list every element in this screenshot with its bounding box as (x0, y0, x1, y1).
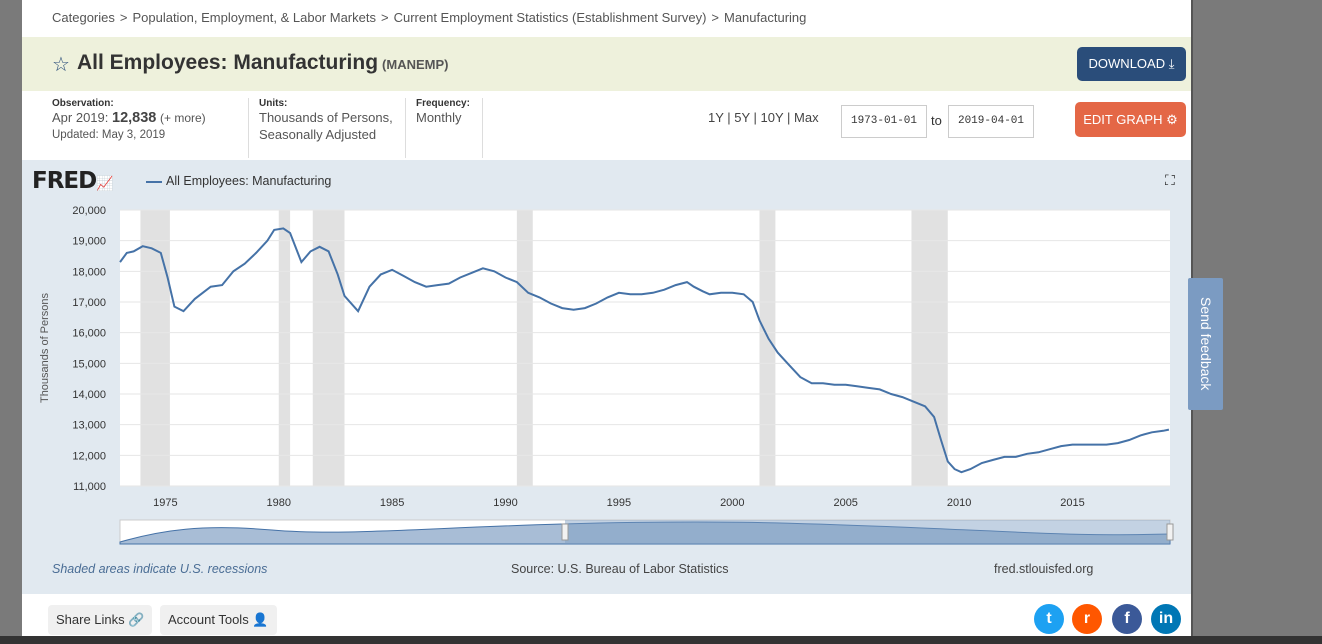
breadcrumb: Categories > Population, Employment, & Lab… (52, 10, 806, 25)
y-tick-label: 16,000 (72, 328, 106, 340)
x-tick-label: 1980 (267, 497, 291, 509)
plot-background (120, 210, 1170, 486)
x-tick-label: 2000 (720, 497, 744, 509)
observation-label: Observation: (52, 98, 114, 109)
breadcrumb-separator: > (119, 10, 128, 25)
breadcrumb-separator: > (711, 10, 719, 25)
main-card: Categories > Population, Employment, & Lab… (22, 0, 1191, 644)
account-tools-button[interactable]: Account Tools 👤 (160, 605, 277, 635)
title-bar: ☆ All Employees: Manufacturing (MANEMP) D… (22, 37, 1191, 91)
linkedin-icon[interactable]: in (1151, 604, 1181, 634)
edit-graph-label: EDIT GRAPH (1083, 112, 1163, 127)
fullscreen-icon[interactable]: ⛶ (1165, 172, 1175, 188)
breadcrumb-separator: > (380, 10, 389, 25)
frequency-label: Frequency: (416, 98, 470, 109)
units-block: Units: Thousands of Persons, Seasonally … (259, 98, 393, 143)
x-tick-label: 2010 (947, 497, 971, 509)
navigator-handle-left (561, 523, 569, 541)
series-code: (MANEMP) (382, 57, 449, 72)
y-tick-label: 20,000 (72, 205, 106, 217)
y-tick-label: 15,000 (72, 358, 106, 370)
chart-legend: All Employees: Manufacturing (146, 174, 331, 188)
observation-block: Observation: Apr 2019: 12,838 (+ more) U… (52, 98, 206, 141)
y-tick-label: 18,000 (72, 266, 106, 278)
x-tick-label: 1990 (493, 497, 517, 509)
fred-logo: FRED📈 (32, 168, 114, 194)
x-tick-label: 1985 (380, 497, 404, 509)
link-icon: 🔗 (128, 612, 145, 627)
share-links-label: Share Links (56, 612, 125, 627)
bottom-bar (0, 636, 1322, 644)
fred-logo-text: FRED (32, 168, 97, 194)
legend-label: All Employees: Manufacturing (166, 174, 332, 188)
units-line1: Thousands of Persons, (259, 110, 393, 125)
range-links[interactable]: 1Y | 5Y | 10Y | Max (708, 110, 819, 125)
x-tick-label: 1995 (607, 497, 631, 509)
download-label: DOWNLOAD (1088, 56, 1166, 71)
navigator-handle-right (1166, 523, 1174, 541)
frequency-value: Monthly (416, 110, 462, 125)
frequency-block: Frequency: Monthly (416, 98, 470, 126)
y-tick-label: 14,000 (72, 389, 106, 401)
more-link[interactable]: (+ more) (159, 111, 206, 125)
observation-period: Apr 2019: (52, 110, 109, 125)
x-tick-label: 1975 (153, 497, 177, 509)
star-icon[interactable]: ☆ (52, 54, 70, 76)
facebook-icon[interactable]: f (1112, 604, 1142, 634)
page-title: All Employees: Manufacturing (MANEMP) (77, 51, 448, 75)
legend-swatch (146, 180, 162, 183)
breadcrumb-item-ces[interactable]: Current Employment Statistics (Establish… (393, 10, 707, 25)
recession-band (516, 210, 533, 486)
y-tick-label: 11,000 (73, 481, 106, 493)
reddit-icon[interactable]: r (1072, 604, 1102, 634)
share-links-button[interactable]: Share Links 🔗 (48, 605, 153, 635)
updated-date: Updated: May 3, 2019 (52, 129, 166, 141)
y-tick-label: 13,000 (72, 420, 106, 432)
to-label: to (931, 113, 942, 128)
y-tick-label: 17,000 (72, 297, 106, 309)
divider (482, 98, 483, 158)
navigator-series (119, 521, 1171, 545)
end-date-input[interactable]: 2019-04-01 (948, 105, 1034, 138)
gear-icon: ⚙ (1166, 112, 1178, 127)
user-icon: 👤 (252, 612, 269, 627)
download-button[interactable]: DOWNLOAD ⤓ (1077, 47, 1186, 81)
units-line2: Seasonally Adjusted (259, 127, 377, 142)
units-label: Units: (259, 98, 288, 109)
recession-band (140, 210, 170, 486)
breadcrumb-item-population[interactable]: Population, Employment, & Labor Markets (132, 10, 376, 25)
observation-value: 12,838 (112, 110, 157, 126)
navigator-selection (565, 520, 1170, 544)
chart-icon: 📈 (96, 176, 113, 192)
y-axis-label: Thousands of Persons (39, 292, 51, 403)
edit-graph-button[interactable]: EDIT GRAPH ⚙ (1075, 102, 1186, 137)
chart-svg: 11,000 12,000 13,000 14,000 15,000 16,000 17,0… (39, 205, 1174, 545)
site-link[interactable]: fred.stlouisfed.org (994, 562, 1094, 576)
divider (248, 98, 249, 158)
breadcrumb-item-manufacturing[interactable]: Manufacturing (724, 10, 807, 25)
breadcrumb-item-categories[interactable]: Categories (52, 10, 115, 25)
y-tick-label: 19,000 (72, 236, 106, 248)
series-line (119, 227, 1170, 474)
send-feedback-button[interactable]: Send feedback (1188, 278, 1223, 410)
recession-band (312, 210, 345, 486)
x-tick-label: 2005 (833, 497, 857, 509)
recession-band (278, 210, 291, 486)
y-tick-label: 12,000 (72, 450, 106, 462)
source-note: Source: U.S. Bureau of Labor Statistics (511, 562, 729, 576)
account-tools-label: Account Tools (168, 612, 249, 627)
start-date-input[interactable]: 1973-01-01 (841, 105, 927, 138)
divider (405, 98, 406, 158)
recession-band (759, 210, 776, 486)
download-icon: ⤓ (1168, 56, 1175, 71)
series-title: All Employees: Manufacturing (77, 51, 379, 74)
x-tick-label: 2015 (1060, 497, 1084, 509)
graph-area: FRED📈 All Employees: Manufacturing ⛶ 11,… (22, 160, 1191, 594)
recession-note: Shaded areas indicate U.S. recessions (52, 562, 268, 576)
twitter-icon[interactable]: t (1034, 604, 1064, 634)
